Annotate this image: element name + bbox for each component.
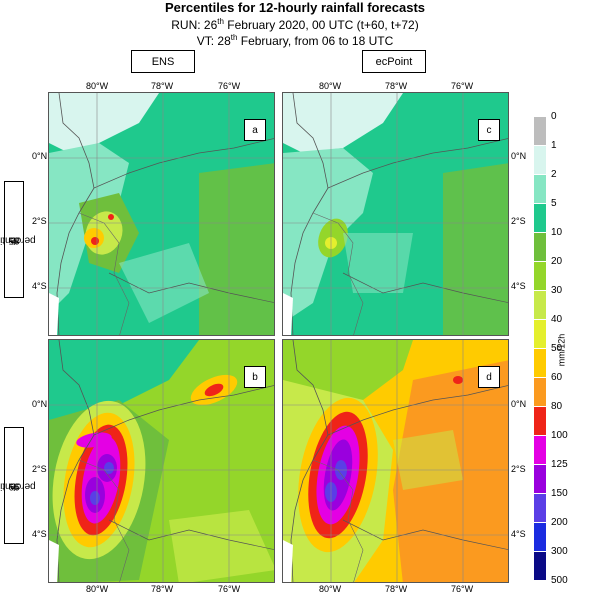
legend-tick-label: 5 bbox=[551, 198, 557, 209]
legend-swatch bbox=[534, 407, 546, 436]
vt-line: VT: 28th February, from 06 to 18 UTC bbox=[196, 33, 394, 48]
panel-label: c bbox=[478, 119, 500, 141]
legend-tick-label: 50 bbox=[551, 343, 563, 354]
lon-tick: 80°W bbox=[86, 584, 109, 594]
legend-tick-label: 150 bbox=[551, 488, 568, 499]
legend-tick-label: 0 bbox=[551, 111, 557, 122]
lat-tick: 0°N bbox=[32, 399, 48, 409]
legend-tick-label: 125 bbox=[551, 459, 568, 470]
lon-tick: 78°W bbox=[151, 584, 174, 594]
lon-tick: 80°W bbox=[319, 584, 342, 594]
lon-tick: 80°W bbox=[319, 81, 342, 91]
panel-label: d bbox=[478, 366, 500, 388]
figure-title: Percentiles for 12-hourly rainfall forec… bbox=[164, 0, 426, 15]
legend-unit: mm/12h bbox=[556, 333, 567, 367]
legend-tick-label: 500 bbox=[551, 575, 568, 586]
panel-label: b bbox=[244, 366, 266, 388]
lon-tick: 76°W bbox=[218, 584, 241, 594]
legend-tick-label: 2 bbox=[551, 169, 557, 180]
legend-swatch bbox=[534, 552, 546, 581]
lat-tick: 4°S bbox=[511, 281, 526, 291]
lat-tick: 4°S bbox=[511, 529, 526, 539]
legend-swatch bbox=[534, 523, 546, 552]
map-panel-b: b bbox=[48, 339, 275, 583]
color-legend bbox=[534, 117, 546, 581]
legend-swatch bbox=[534, 349, 546, 378]
map-panel-a: a bbox=[48, 92, 275, 336]
legend-swatch bbox=[534, 175, 546, 204]
legend-tick-label: 30 bbox=[551, 285, 563, 296]
legend-swatch bbox=[534, 494, 546, 523]
lat-tick: 2°S bbox=[511, 464, 526, 474]
lon-tick: 78°W bbox=[385, 584, 408, 594]
legend-swatch bbox=[534, 436, 546, 465]
legend-tick-label: 300 bbox=[551, 546, 568, 557]
legend-tick-label: 60 bbox=[551, 372, 563, 383]
lon-tick: 76°W bbox=[218, 81, 241, 91]
column-header-ens: ENS bbox=[131, 50, 195, 73]
lat-tick: 4°S bbox=[32, 281, 47, 291]
lat-tick: 2°S bbox=[32, 216, 47, 226]
lon-tick: 80°W bbox=[86, 81, 109, 91]
legend-tick-label: 10 bbox=[551, 227, 563, 238]
lat-tick: 2°S bbox=[511, 216, 526, 226]
legend-swatch bbox=[534, 233, 546, 262]
run-line: RUN: 26th February 2020, 00 UTC (t+60, t… bbox=[171, 17, 419, 32]
legend-swatch bbox=[534, 378, 546, 407]
lon-tick: 78°W bbox=[385, 81, 408, 91]
legend-swatch bbox=[534, 291, 546, 320]
legend-swatch bbox=[534, 262, 546, 291]
legend-tick-label: 40 bbox=[551, 314, 563, 325]
legend-swatch bbox=[534, 320, 546, 349]
legend-tick-label: 1 bbox=[551, 140, 557, 151]
panel-label: a bbox=[244, 119, 266, 141]
lat-tick: 2°S bbox=[32, 464, 47, 474]
map-panel-c: c bbox=[282, 92, 509, 336]
legend-swatch bbox=[534, 117, 546, 146]
lon-tick: 78°W bbox=[151, 81, 174, 91]
legend-tick-label: 200 bbox=[551, 517, 568, 528]
legend-swatch bbox=[534, 465, 546, 494]
legend-swatch bbox=[534, 204, 546, 233]
lon-tick: 76°W bbox=[451, 584, 474, 594]
legend-swatch bbox=[534, 146, 546, 175]
lon-tick: 76°W bbox=[451, 81, 474, 91]
lat-tick: 0°N bbox=[511, 399, 527, 409]
column-header-ecpoint: ecPoint bbox=[362, 50, 426, 73]
legend-tick-label: 100 bbox=[551, 430, 568, 441]
lat-tick: 0°N bbox=[32, 151, 48, 161]
lat-tick: 0°N bbox=[511, 151, 527, 161]
legend-tick-label: 80 bbox=[551, 401, 563, 412]
lat-tick: 4°S bbox=[32, 529, 47, 539]
legend-tick-label: 20 bbox=[551, 256, 563, 267]
map-panel-d: d bbox=[282, 339, 509, 583]
